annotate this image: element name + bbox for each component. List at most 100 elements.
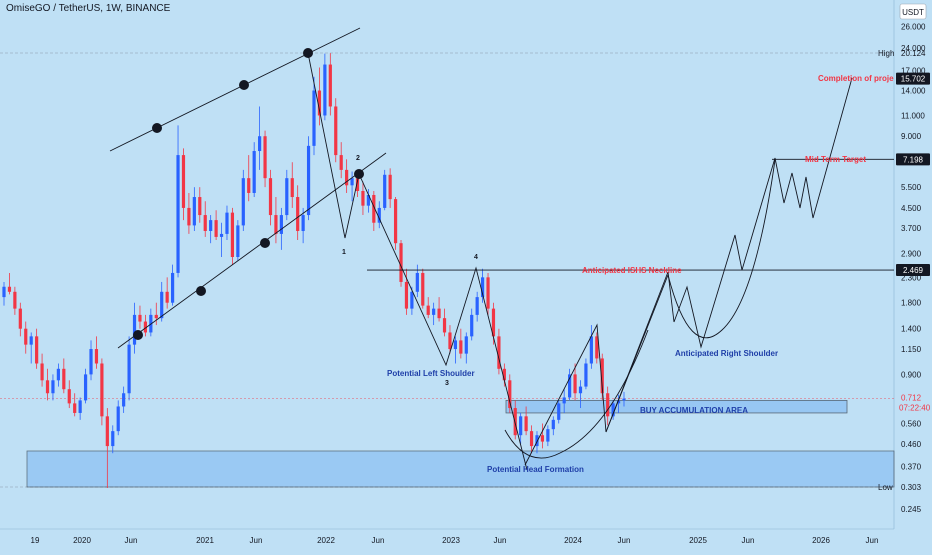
x-tick-label: 2025 (689, 536, 707, 545)
mid-target-label: Mid Term Target (805, 155, 866, 164)
candle-body (366, 194, 370, 206)
candle-body (480, 277, 485, 298)
candle-body (459, 340, 463, 354)
touch-point (152, 123, 162, 133)
wave-label: 1 (342, 249, 346, 256)
candle-body (448, 332, 452, 350)
completion-label: Completion of proje (818, 74, 894, 83)
y-tick-label: 2.900 (901, 249, 922, 258)
head-arc (504, 329, 649, 459)
candle-body (214, 220, 218, 237)
candle-body (138, 314, 142, 322)
candle-body (600, 358, 604, 394)
candle-body (442, 318, 447, 333)
candle-body (361, 191, 365, 206)
price-tag-box (896, 153, 930, 166)
candle-body (83, 374, 88, 401)
candle-body (203, 215, 207, 232)
x-tick-label: 2026 (812, 536, 830, 545)
candle-body (127, 344, 131, 394)
candle-body (350, 178, 354, 186)
y-tick-label: 0.900 (901, 370, 922, 379)
candle-body (176, 155, 180, 273)
candle-body (62, 368, 66, 390)
candle-body (312, 90, 316, 146)
price-tag-label: Low (878, 483, 893, 492)
y-tick-label: 0.245 (901, 505, 922, 514)
candle-body (290, 178, 294, 198)
candle-body (453, 340, 458, 350)
candle-body (497, 336, 501, 369)
candle-body (383, 174, 387, 208)
candle-body (508, 380, 512, 409)
candle-body (198, 197, 202, 216)
symbol-header: OmiseGO / TetherUS, 1W, BINANCE (6, 3, 171, 14)
candle-body (355, 178, 360, 192)
candle-body (546, 429, 550, 442)
x-tick-label: Jun (618, 536, 631, 545)
candle-body (170, 272, 175, 303)
candle-body (116, 406, 120, 432)
y-tick-label: 0.460 (901, 440, 922, 449)
candle-body (279, 215, 283, 234)
y-tick-label: 24.000 (901, 44, 926, 53)
candle-body (296, 197, 300, 232)
candle-body (35, 336, 39, 364)
candle-body (568, 374, 572, 398)
candle-body (181, 155, 186, 208)
y-tick-label: 17.000 (901, 66, 926, 75)
current-countdown: 07:22:40 (899, 404, 931, 413)
candle-body (470, 314, 474, 337)
candle-body (421, 272, 425, 306)
x-tick-label: Jun (494, 536, 507, 545)
candle-body (616, 400, 621, 404)
candle-body (415, 272, 419, 292)
touch-point (260, 238, 270, 248)
lower-channel-line (117, 152, 387, 349)
y-tick-label: 11.000 (901, 111, 925, 120)
candle-body (132, 314, 137, 345)
candle-body (377, 207, 381, 223)
candle-body (236, 225, 240, 258)
wave-label: 4 (474, 254, 478, 261)
price-tag-value: 7.198 (903, 155, 924, 164)
candle-body (45, 380, 50, 394)
head-wave (524, 274, 669, 466)
x-tick-label: 2022 (317, 536, 335, 545)
candle-body (595, 336, 599, 359)
candle-body (209, 220, 213, 232)
candle-body (13, 291, 17, 309)
candle-body (51, 380, 55, 394)
y-tick-label: 14.000 (901, 87, 926, 96)
x-tick-label: 2023 (442, 536, 460, 545)
price-tag-box (896, 72, 930, 85)
candle-body (345, 169, 349, 186)
candle-body (89, 349, 93, 375)
y-tick-label: 0.560 (901, 419, 922, 428)
buy-zone (505, 399, 848, 414)
candle-body (105, 416, 109, 447)
candle-body (557, 403, 561, 420)
candle-body (535, 435, 539, 447)
touch-point (133, 330, 143, 340)
candle-body (219, 233, 224, 237)
head-label: Potential Head Formation (487, 465, 584, 474)
buy-zone-label: BUY ACCUMULATION AREA (640, 406, 748, 415)
candle-body (611, 403, 615, 417)
candle-body (562, 397, 566, 404)
candle-body (230, 212, 235, 258)
candle-body (154, 314, 158, 319)
candle-body (122, 393, 126, 407)
projected-path (605, 77, 853, 433)
currency-box (899, 3, 927, 20)
candle-body (56, 368, 60, 381)
y-tick-label: 0.370 (901, 462, 922, 471)
candle-body (464, 336, 468, 354)
x-tick-label: 2020 (73, 536, 91, 545)
y-tick-label: 4.500 (901, 204, 922, 213)
candle-body (306, 145, 311, 216)
candle-body (73, 403, 77, 413)
x-tick-label: Jun (250, 536, 263, 545)
candle-body (100, 363, 104, 417)
